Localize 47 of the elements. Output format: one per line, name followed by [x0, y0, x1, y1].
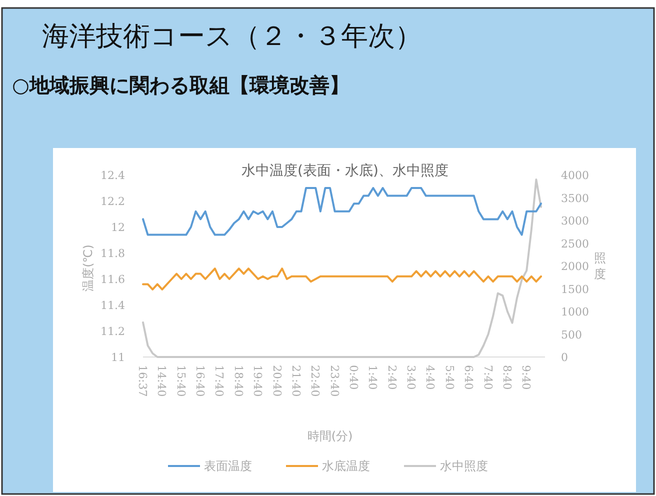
y-tick-label: 12.2: [100, 195, 125, 208]
x-tick-label: 18:40: [232, 365, 245, 397]
annotation: 水中温度(表面・水底)、水中照度: [242, 163, 448, 179]
x-tick-label: 0:40: [346, 365, 360, 390]
y2-tick-label: 3000: [561, 214, 589, 228]
chart-title: 海洋技術コース（２・３年次）: [42, 21, 422, 52]
y2-tick-label: 2500: [561, 237, 589, 250]
y2-axis-title: 照度: [594, 251, 606, 281]
legend-label: 表面温度: [204, 459, 252, 473]
y2-tick-label: 0: [561, 351, 568, 364]
x-tick-label: 1:40: [366, 365, 380, 390]
legend-label: 水中照度: [440, 459, 488, 473]
chart-subtitle: ○地域振興に関わる取組【環境改善】: [12, 73, 350, 97]
x-tick-label: 19:40: [251, 365, 264, 397]
x-tick-label: 3:40: [404, 365, 418, 390]
x-tick-label: 17:40: [212, 365, 226, 397]
x-tick-label: 22:40: [308, 365, 322, 397]
x-tick-label: 16:40: [194, 365, 207, 397]
x-tick-label: 15:40: [174, 365, 188, 397]
x-tick-label: 8:40: [500, 365, 514, 390]
x-tick-label: 5:40: [442, 365, 456, 390]
y2-tick-label: 3500: [561, 192, 589, 205]
y-tick-label: 11: [111, 351, 125, 364]
x-tick-label: 7:40: [481, 365, 494, 390]
y2-tick-label: 2000: [561, 260, 589, 273]
x-tick-label: 23:40: [328, 365, 341, 397]
x-axis-title: 時間(分): [307, 429, 353, 443]
x-tick-label: 9:40: [520, 365, 533, 390]
y-tick-label: 11.2: [100, 325, 125, 338]
y-tick-label: 11.4: [100, 299, 125, 312]
x-tick-label: 14:40: [155, 365, 168, 397]
y-tick-label: 12: [111, 221, 125, 234]
x-tick-label: 2:40: [385, 365, 398, 390]
x-tick-label: 21:40: [289, 365, 302, 397]
y2-tick-label: 1500: [561, 282, 589, 296]
y-tick-label: 11.8: [100, 247, 125, 260]
y2-tick-label: 1000: [561, 306, 589, 318]
x-tick-label: 20:40: [270, 365, 284, 397]
y2-tick-label: 4000: [561, 169, 589, 182]
x-tick-label: 4:40: [424, 365, 437, 390]
y-tick-label: 11.6: [100, 273, 125, 286]
legend-label: 水底温度: [322, 459, 370, 473]
x-tick-label: 16:37: [136, 365, 149, 397]
y2-tick-label: 500: [561, 328, 582, 342]
y-axis-title: 温度(℃): [81, 244, 95, 292]
x-tick-label: 6:40: [462, 365, 476, 390]
y-tick-label: 12.4: [100, 169, 125, 182]
